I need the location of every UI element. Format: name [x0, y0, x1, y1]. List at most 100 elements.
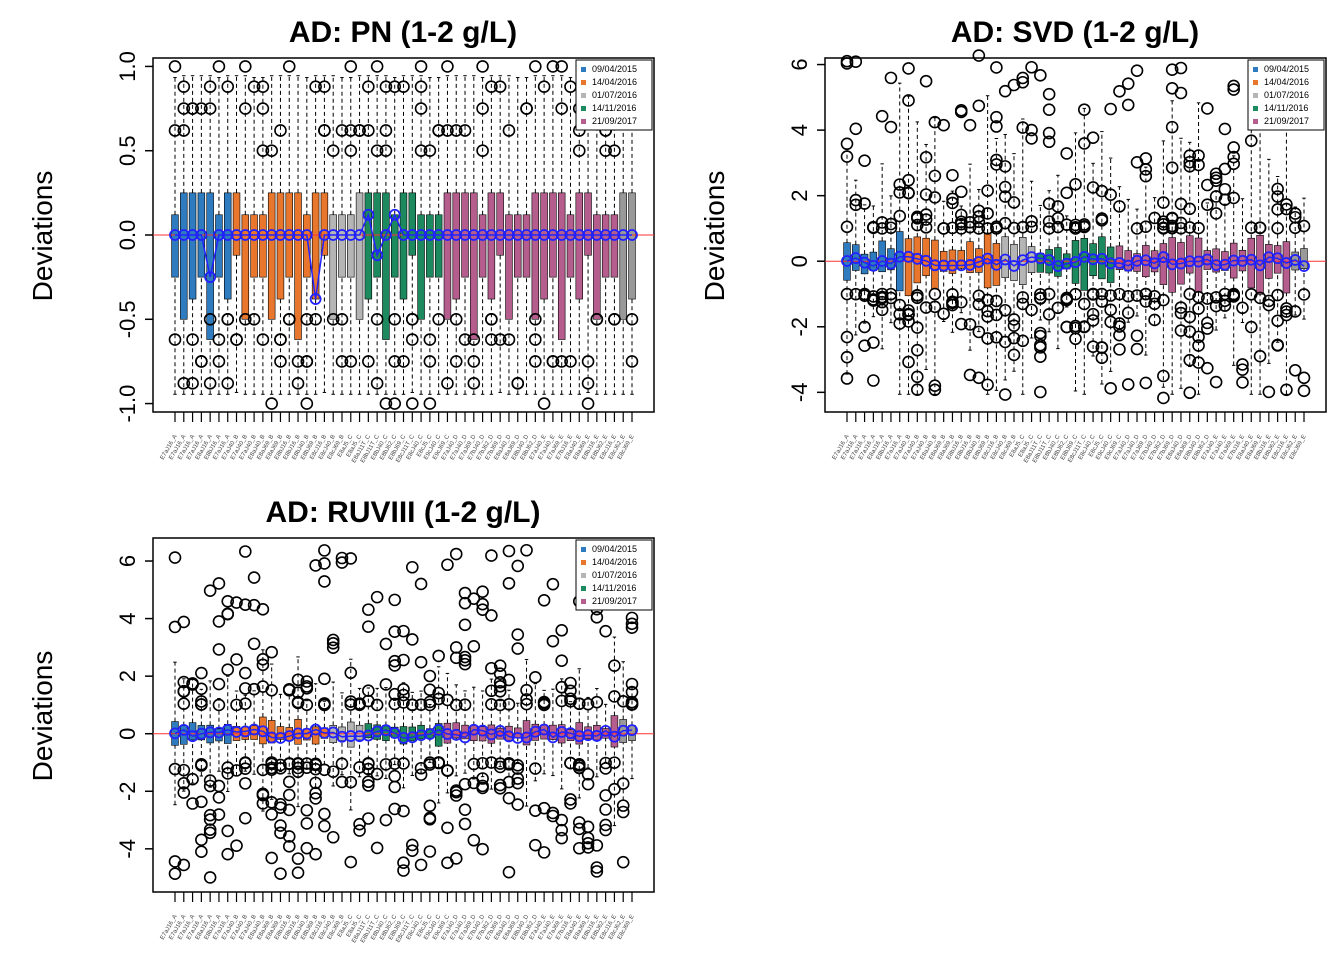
outlier-point: [282, 803, 296, 817]
outlier-point: [1174, 324, 1188, 337]
median-point: [1183, 255, 1196, 268]
outlier-point: [1113, 320, 1126, 333]
outlier-point: [1227, 79, 1240, 93]
outlier-point: [502, 865, 516, 879]
outlier-point: [840, 330, 854, 344]
outlier-point: [467, 640, 481, 653]
outlier-point: [203, 312, 217, 326]
outlier-point: [981, 222, 994, 235]
outlier-point: [1227, 288, 1240, 302]
median-point: [327, 229, 340, 241]
outlier-point: [555, 823, 568, 837]
box-E8cJ11T_C: [408, 192, 417, 256]
outlier-point: [230, 333, 243, 346]
outlier-point: [405, 333, 419, 346]
outlier-point: [625, 355, 639, 368]
outlier-point: [405, 698, 419, 712]
outlier-point: [875, 303, 889, 317]
outlier-point: [300, 682, 314, 695]
outlier-point: [590, 839, 604, 852]
outlier-point: [1236, 358, 1249, 371]
outlier-point: [388, 397, 402, 410]
box-E8bJ16_A: [215, 728, 223, 742]
median-point: [1043, 254, 1056, 266]
outlier-point: [476, 756, 489, 770]
outlier-point: [998, 388, 1012, 401]
outlier-point: [1262, 385, 1276, 399]
outlier-point: [186, 102, 199, 115]
outlier-point: [1034, 69, 1047, 82]
outlier-point: [458, 657, 472, 671]
outlier-point: [432, 692, 445, 706]
outlier-point: [1034, 385, 1047, 399]
outlier-point: [1165, 219, 1179, 233]
outlier-point: [274, 797, 287, 811]
outlier-point: [902, 94, 915, 107]
outlier-point: [405, 312, 419, 326]
outlier-point: [493, 778, 507, 792]
median-point: [885, 257, 897, 270]
outlier-point: [1236, 301, 1249, 315]
outlier-point: [177, 102, 191, 115]
median-point: [582, 729, 594, 742]
outlier-point: [405, 397, 419, 410]
outlier-point: [414, 655, 428, 669]
y-tick-label: 6: [115, 555, 140, 567]
outlier-point: [1069, 319, 1082, 333]
outlier-point: [840, 220, 854, 234]
median-point: [511, 732, 524, 744]
outlier-point: [414, 577, 428, 591]
outlier-point: [344, 855, 358, 869]
outlier-point: [608, 312, 621, 326]
outlier-point: [1139, 376, 1153, 390]
outlier-point: [572, 758, 586, 771]
legend-swatch: [581, 106, 586, 111]
outlier-point: [919, 208, 933, 221]
outlier-point: [247, 682, 261, 696]
outlier-point: [981, 207, 994, 220]
outlier-point: [981, 378, 994, 392]
outlier-point: [326, 633, 340, 647]
outlier-point: [1086, 340, 1100, 354]
outlier-point: [502, 333, 516, 346]
outlier-point: [1157, 222, 1170, 235]
outlier-point: [511, 628, 525, 641]
median-point: [893, 250, 906, 263]
outlier-point: [1077, 137, 1091, 150]
outlier-point: [493, 698, 507, 712]
outlier-point: [616, 694, 630, 708]
outlier-point: [1192, 330, 1205, 344]
outlier-point: [423, 683, 437, 697]
outlier-point: [1130, 222, 1144, 235]
outlier-point: [168, 551, 182, 564]
box-E8aJ69_B: [276, 192, 285, 300]
legend-label: 14/11/2016: [592, 103, 636, 113]
outlier-point: [221, 80, 235, 93]
outlier-point: [1007, 331, 1021, 345]
median-point: [503, 730, 515, 743]
outlier-point: [221, 607, 235, 621]
outlier-point: [362, 80, 375, 93]
outlier-point: [1183, 386, 1197, 400]
outlier-point: [397, 856, 410, 870]
outlier-point: [282, 840, 296, 853]
box-E8bJ40_C: [382, 192, 390, 340]
outlier-point: [928, 287, 942, 301]
outlier-point: [414, 768, 428, 781]
box-E7bJ16_E: [566, 214, 575, 278]
outlier-point: [309, 776, 322, 790]
outlier-point: [265, 144, 278, 158]
y-tick-label: -1.0: [115, 385, 140, 423]
outlier-point: [370, 841, 384, 855]
outlier-point: [203, 774, 217, 787]
median-point: [1095, 252, 1108, 265]
outlier-point: [981, 310, 994, 323]
outlier-point: [309, 762, 322, 776]
outlier-point: [1183, 149, 1197, 162]
outlier-point: [608, 659, 621, 673]
outlier-point: [212, 643, 226, 656]
outlier-point: [1139, 163, 1153, 176]
outlier-point: [1297, 219, 1311, 233]
outlier-point: [954, 295, 968, 309]
median-point: [397, 732, 410, 744]
